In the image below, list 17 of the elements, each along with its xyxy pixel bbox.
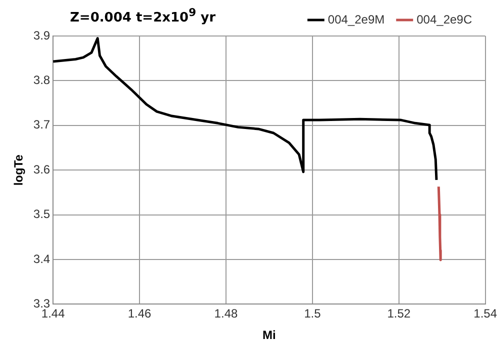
x-tick-label: 1.44 [41, 306, 66, 321]
x-axis-title: Mi [262, 328, 276, 342]
y-tick-label: 3.7 [33, 118, 50, 132]
legend-label: 004_2e9C [416, 12, 472, 26]
x-tick-label: 1.52 [387, 306, 411, 321]
y-tick-label: 3.4 [33, 252, 50, 266]
x-tick-label: 1.48 [214, 306, 238, 321]
legend-label: 004_2e9M [328, 12, 385, 26]
y-axis-title: logTe [12, 154, 26, 186]
y-tick-label: 3.9 [33, 28, 50, 42]
chart-title: Z=0.004 t=2x10$^{9}$ yr [70, 6, 216, 26]
y-tick-label: 3.6 [33, 162, 50, 176]
x-tick-label: 1.5 [304, 306, 322, 321]
x-tick-label: 1.54 [474, 306, 498, 321]
x-tick-label: 1.46 [128, 306, 152, 321]
y-tick-label: 3.5 [33, 207, 50, 222]
y-tick-label: 3.8 [33, 73, 50, 88]
